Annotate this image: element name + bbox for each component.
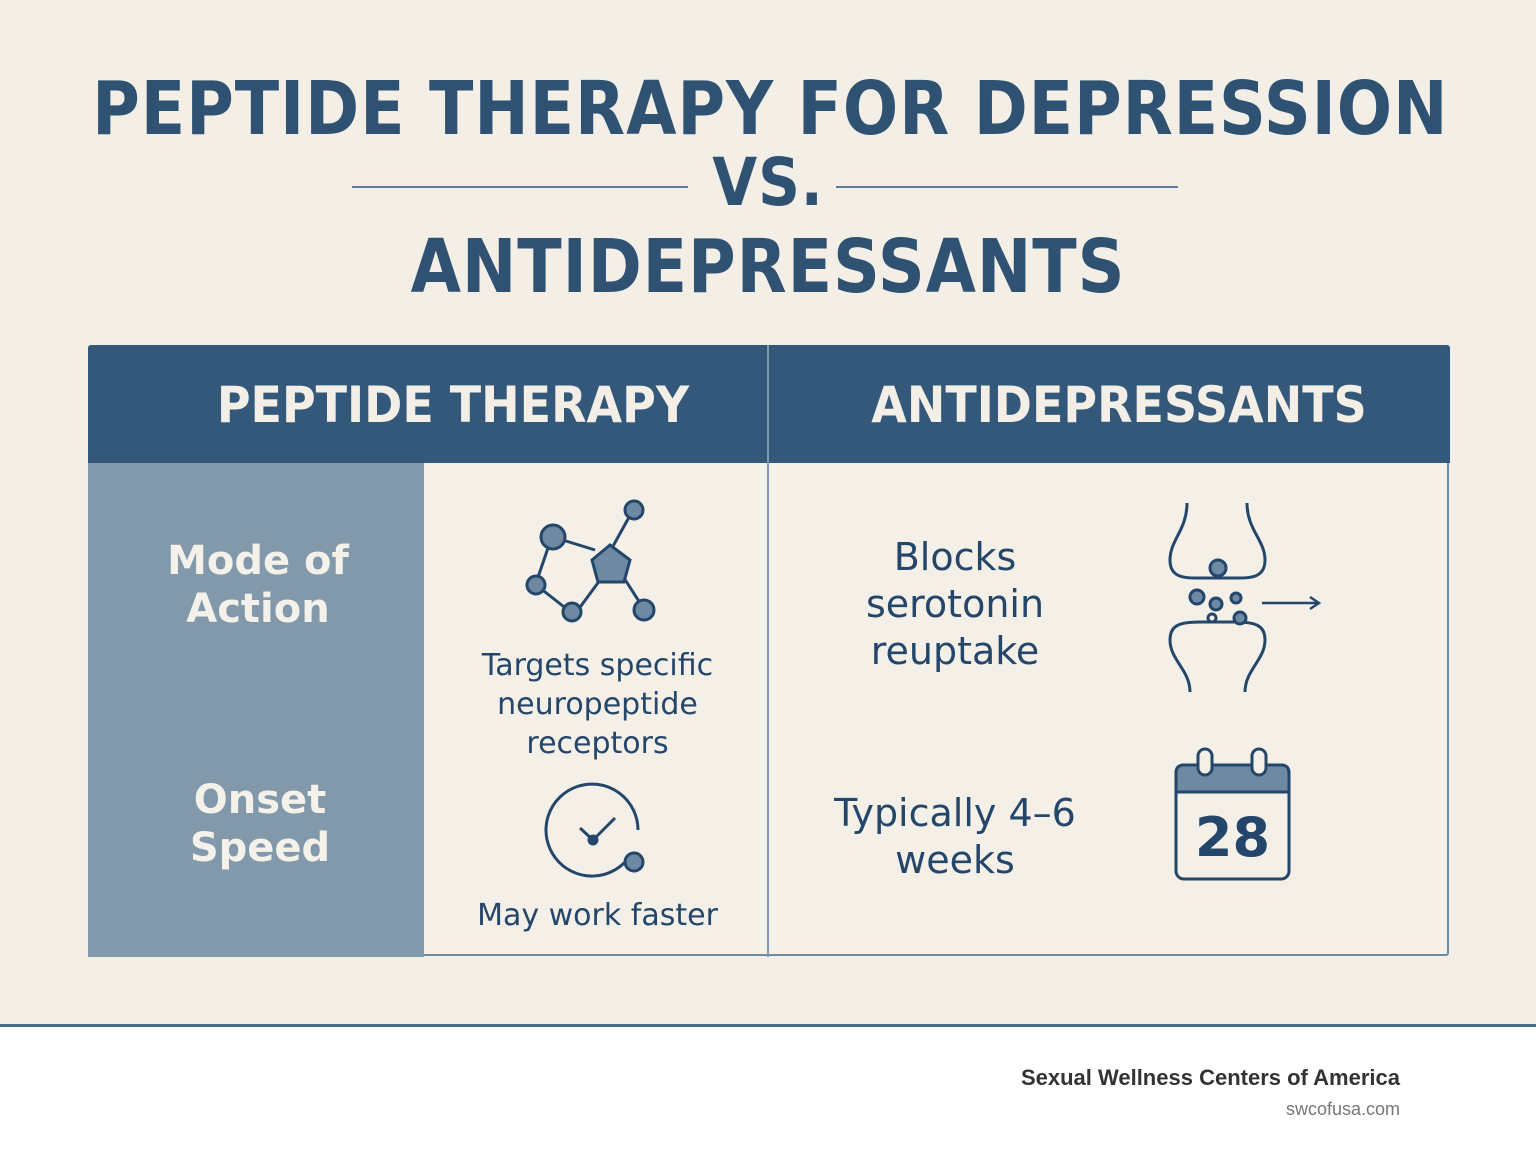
table-header bbox=[88, 345, 1450, 463]
rule bbox=[836, 186, 1178, 188]
cell-text: Targets specific neuropeptide receptors bbox=[481, 648, 714, 761]
vs: VS. bbox=[712, 144, 824, 221]
column-header: PEPTIDE THERAPY bbox=[216, 376, 690, 434]
label-column bbox=[88, 463, 424, 957]
title: PEPTIDE THERAPY FOR DEPRESSION bbox=[92, 66, 1449, 152]
calendar-icon bbox=[1174, 747, 1291, 881]
url: swcofusa.com bbox=[1285, 1099, 1400, 1119]
row-label: Mode of Action bbox=[167, 538, 349, 632]
clock-icon bbox=[544, 782, 645, 878]
molecule-icon bbox=[525, 499, 656, 623]
footer bbox=[0, 1024, 1536, 1154]
divider bbox=[767, 345, 769, 957]
column-header: ANTIDEPRESSANTS bbox=[871, 376, 1367, 434]
rule bbox=[352, 186, 688, 188]
title: ANTIDEPRESSANTS bbox=[410, 224, 1126, 310]
cell-text: May work faster bbox=[477, 898, 718, 933]
synapse-icon bbox=[1168, 502, 1322, 693]
row-label: Onset Speed bbox=[189, 777, 331, 871]
cell-text: Blocks serotonin reuptake bbox=[865, 535, 1045, 673]
brand: Sexual Wellness Centers of America bbox=[1020, 1065, 1400, 1090]
cell-text: Typically 4–6 weeks bbox=[834, 791, 1076, 882]
calendar-number: 28 bbox=[1194, 806, 1271, 869]
